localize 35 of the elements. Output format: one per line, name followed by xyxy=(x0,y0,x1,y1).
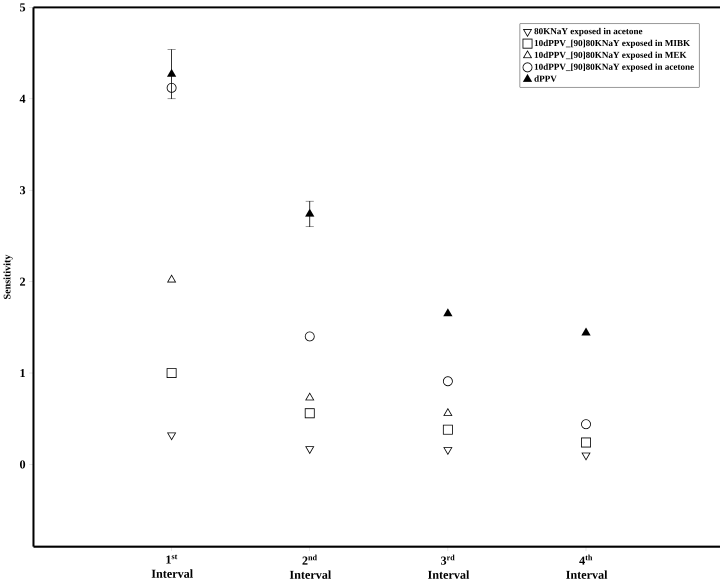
point xyxy=(581,419,591,430)
point xyxy=(305,446,314,454)
point xyxy=(167,432,176,440)
x-tick-label: 4$^{th}$ Interval xyxy=(566,554,608,579)
point xyxy=(444,446,452,455)
point xyxy=(581,437,591,448)
x-tick-label: 2$^{nd}$ Interval xyxy=(290,554,332,579)
y-axis-title: Sensitivity xyxy=(3,254,13,299)
legend-label: 10dPPV_[90]80KNaY exposed in MEK xyxy=(534,51,686,60)
y-tick-label: 2 xyxy=(20,277,26,286)
point xyxy=(305,392,314,400)
point xyxy=(305,208,314,217)
point xyxy=(444,308,452,316)
point xyxy=(167,69,176,77)
point xyxy=(444,408,452,416)
y-tick-label: 3 xyxy=(20,186,26,194)
x-tick-label: 1$^{st}$ Interval xyxy=(152,554,193,578)
legend-label: 10dPPV_[90]80KNaY exposed in MIBK xyxy=(534,40,690,48)
legend-label: 80KNaY exposed in acetone xyxy=(534,28,642,36)
y-tick-label: 5 xyxy=(20,3,26,12)
legend-label: 10dPPV_[90]80KNaY exposed in acetone xyxy=(534,63,694,72)
point xyxy=(166,82,177,93)
point xyxy=(304,331,315,342)
y-tick-label: 1 xyxy=(20,368,25,377)
point xyxy=(166,368,177,378)
legend-label: dPPV xyxy=(534,75,557,82)
point xyxy=(582,452,590,460)
point xyxy=(167,274,176,282)
point xyxy=(442,424,453,435)
y-tick-label: 4 xyxy=(20,94,26,103)
point xyxy=(582,328,590,336)
x-tick-label: 3$^{rd}$ Interval xyxy=(428,554,470,579)
point xyxy=(442,376,453,386)
y-tick-label: 0 xyxy=(20,460,26,468)
point xyxy=(304,408,315,418)
